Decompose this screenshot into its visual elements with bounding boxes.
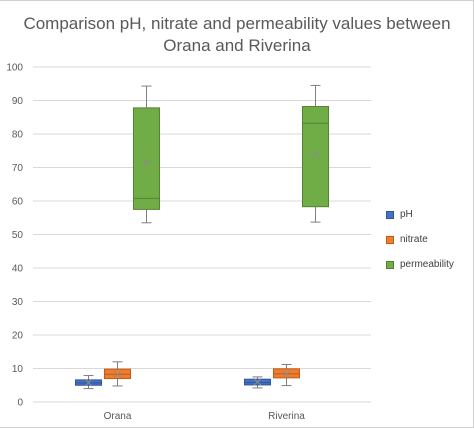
legend: pH nitrate permeability	[386, 209, 454, 284]
y-tick-label-30: 30	[12, 297, 24, 308]
y-tick-label-60: 60	[12, 197, 24, 208]
y-tick-label-70: 70	[12, 163, 24, 174]
y-tick-label-90: 90	[12, 96, 24, 107]
x-category-label-riverina: Riverina	[268, 411, 305, 422]
legend-swatch-nitrate	[386, 235, 394, 244]
permeability-riverina-mean-marker-b	[311, 150, 320, 159]
permeability-riverina-box	[302, 106, 329, 208]
nitrate-riverina-mean-marker-b	[282, 370, 291, 379]
nitrate-riverina-box	[273, 368, 300, 379]
legend-item-ph: pH	[386, 209, 454, 220]
ph-riverina-mean-marker-b	[253, 378, 262, 386]
legend-label-nitrate: nitrate	[400, 234, 428, 245]
chart-title: Comparison pH, nitrate and permeability …	[0, 13, 474, 57]
y-tick-label-10: 10	[12, 364, 24, 375]
y-tick-label-100: 100	[6, 63, 23, 74]
permeability-orana-box	[133, 107, 160, 210]
legend-item-permeability: permeability	[386, 259, 454, 270]
permeability-orana-mean-marker-b	[142, 158, 151, 167]
y-tick-label-40: 40	[12, 264, 24, 275]
legend-item-nitrate: nitrate	[386, 234, 454, 245]
nitrate-orana-mean-marker-b	[113, 370, 122, 379]
legend-swatch-ph	[386, 210, 394, 219]
chart-title-line-2: Orana and Riverina	[163, 36, 311, 55]
y-tick-label-0: 0	[17, 398, 23, 409]
x-category-label-orana: Orana	[104, 411, 132, 422]
y-tick-label-50: 50	[12, 230, 24, 241]
ph-orana-mean-marker-b	[84, 378, 93, 387]
y-tick-label-80: 80	[12, 130, 24, 141]
legend-swatch-permeability	[386, 260, 394, 269]
chart-title-line-1: Comparison pH, nitrate and permeability …	[23, 14, 451, 33]
y-tick-label-20: 20	[12, 331, 24, 342]
legend-label-ph: pH	[400, 209, 413, 220]
legend-label-permeability: permeability	[400, 259, 454, 270]
